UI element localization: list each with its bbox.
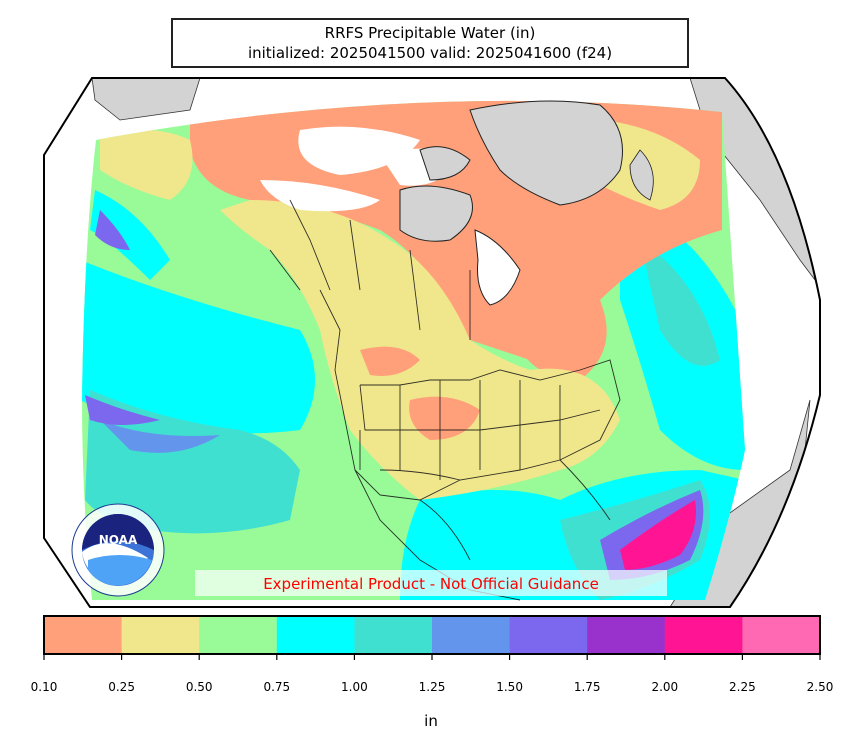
colorbar-tick-label: 2.25 [729,680,756,694]
colorbar-tick-label: 0.50 [186,680,213,694]
colorbar-tick-label: 2.50 [807,680,834,694]
title-line-2: initialized: 2025041500 valid: 202504160… [247,44,613,62]
colorbar-tick-label: 2.00 [651,680,678,694]
colorbar-swatch [44,616,123,654]
colorbar-swatch [354,616,433,654]
colorbar-tick-label: 0.75 [263,680,290,694]
colorbar-swatch [432,616,511,654]
colorbar-swatch [742,616,821,654]
colorbar-tick-label: 1.75 [574,680,601,694]
colorbar-swatch [276,616,355,654]
colorbar-tick-label: 0.10 [31,680,58,694]
colorbar-swatch [587,616,666,654]
noaa-logo-text: NOAA [99,533,138,547]
colorbar-tick-label: 1.50 [496,680,523,694]
colorbar-swatch [509,616,588,654]
colorbar-swatch [121,616,200,654]
colorbar-ticks: 0.10 0.25 0.50 0.75 1.00 1.25 1.50 1.75 2.00 2.25… [31,654,834,694]
map-frame [43,77,821,608]
map-title: RRFS Precipitable Water (in) initialized… [171,18,689,68]
noaa-logo: NOAA [71,503,165,597]
colorbar-tick-label: 0.25 [108,680,135,694]
colorbar-tick-label: 1.25 [419,680,446,694]
arctic-landmass [399,100,654,306]
colorbar-unit-label: in [424,712,438,730]
colorbar-outline [43,615,821,655]
colorbar-swatches [44,616,821,654]
precipitable-water-field [82,100,745,600]
disclaimer-text: Experimental Product - Not Official Guid… [263,575,599,593]
precipitable-water-map: NOAA Experimental Product - Not Official… [43,77,821,608]
colorbar-swatch [199,616,278,654]
colorbar-swatch [664,616,743,654]
title-line-1: RRFS Precipitable Water (in) [324,24,536,42]
colorbar-tick-label: 1.00 [341,680,368,694]
